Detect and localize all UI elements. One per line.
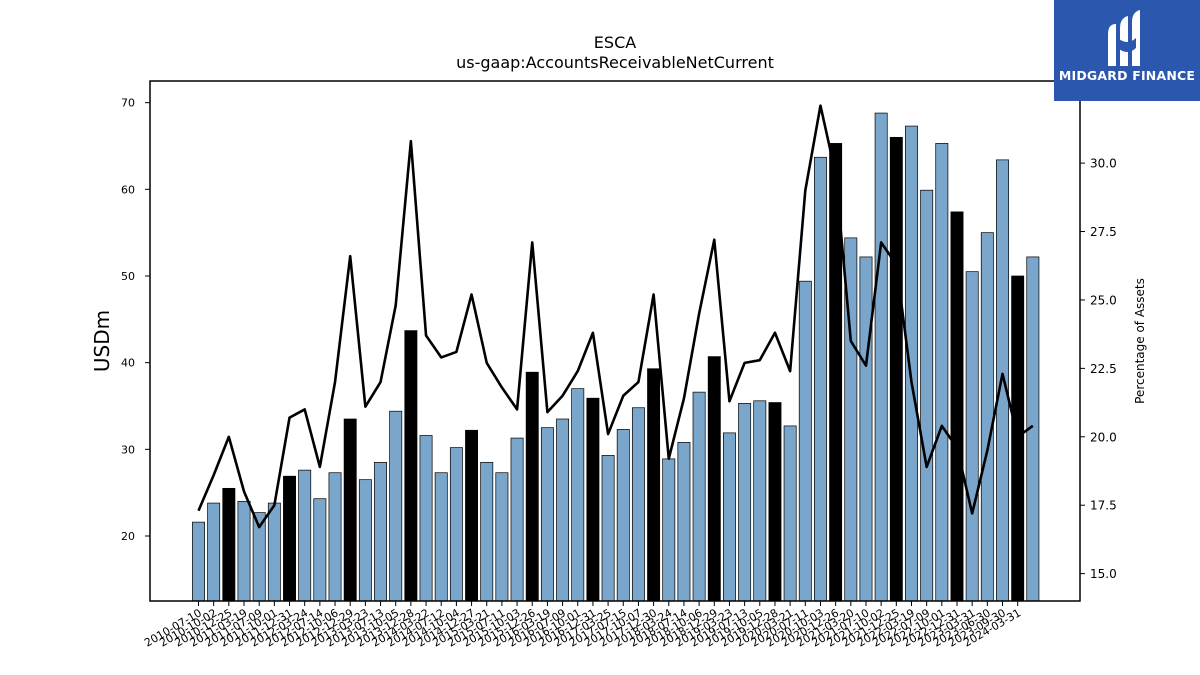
y-right-tick-label: 17.5 [1090, 499, 1117, 513]
bar [525, 371, 539, 602]
bar [495, 472, 509, 602]
bar [965, 271, 979, 602]
percentage-line [197, 104, 1034, 529]
bar [935, 143, 949, 602]
bar [556, 418, 570, 602]
bar [980, 232, 994, 602]
bar [328, 472, 342, 602]
bar [237, 500, 251, 602]
bar [374, 461, 387, 602]
midgard-logo-icon [1108, 10, 1140, 66]
bar [662, 458, 676, 602]
bar [389, 410, 403, 602]
y-tick-label: 30 [121, 443, 135, 456]
bar [283, 475, 296, 602]
y-tick-label: 60 [121, 183, 135, 196]
y-right-tick-label: 27.5 [1090, 225, 1117, 239]
bar [616, 429, 630, 602]
y-right-tick-label: 20.0 [1090, 430, 1117, 444]
bar [449, 447, 463, 602]
x-axis: 2010-07-102010-10-022010-12-252011-03-19… [142, 601, 1023, 650]
chart-subtitle: us-gaap:AccountsReceivableNetCurrent [456, 53, 774, 72]
bar [874, 112, 888, 602]
bar [510, 437, 524, 602]
bar [222, 487, 236, 602]
y-axis-label: USDm [90, 310, 114, 372]
y-tick-label: 70 [121, 97, 135, 110]
plot-frame [149, 80, 1081, 602]
bar [1011, 275, 1025, 602]
bar [404, 330, 418, 602]
y-right-tick-label: 30.0 [1090, 157, 1117, 171]
bar [647, 368, 661, 602]
bar [783, 425, 797, 602]
bar [738, 403, 752, 602]
bar [586, 397, 600, 602]
y-tick-label: 50 [121, 270, 135, 283]
y-tick-label: 40 [121, 357, 135, 370]
bar [631, 407, 645, 602]
bar [419, 435, 433, 602]
bar [722, 432, 736, 602]
bar [313, 498, 327, 602]
y-axis-right: 15.0 17.5 20.0 22.5 25.0 27.5 30.0 [1080, 157, 1117, 581]
midgard-finance-logo: MIDGARD FINANCE [1054, 0, 1200, 101]
bar [905, 125, 918, 602]
bar [465, 429, 479, 602]
bar [814, 156, 827, 602]
bar [692, 391, 706, 602]
y-axis-left: 20 30 40 50 60 70 [121, 97, 150, 543]
bar [707, 356, 721, 602]
bar [434, 472, 448, 602]
y-right-tick-label: 15.0 [1090, 567, 1117, 581]
bar [950, 211, 964, 602]
bar [601, 455, 615, 602]
bar [768, 402, 782, 602]
y-axis-right-label: Percentage of Assets [1133, 278, 1147, 404]
bar [480, 461, 494, 602]
bar [358, 479, 372, 602]
chart-title: ESCA [594, 33, 636, 52]
bar [298, 469, 312, 602]
bar [859, 256, 873, 602]
bar [343, 418, 357, 602]
bar [540, 427, 554, 602]
bar [192, 521, 205, 602]
y-tick-label: 20 [121, 530, 135, 543]
bar [889, 136, 903, 602]
bar [920, 189, 934, 602]
bar [267, 502, 281, 602]
bar [753, 400, 767, 602]
bar [677, 442, 691, 602]
bar [798, 280, 812, 602]
bar-series [192, 112, 1040, 602]
y-right-tick-label: 25.0 [1090, 293, 1117, 307]
y-right-tick-label: 22.5 [1090, 362, 1117, 376]
logo-text: MIDGARD FINANCE [1058, 68, 1196, 83]
line-series [197, 104, 1034, 529]
bar [571, 388, 585, 602]
bar [207, 502, 221, 602]
